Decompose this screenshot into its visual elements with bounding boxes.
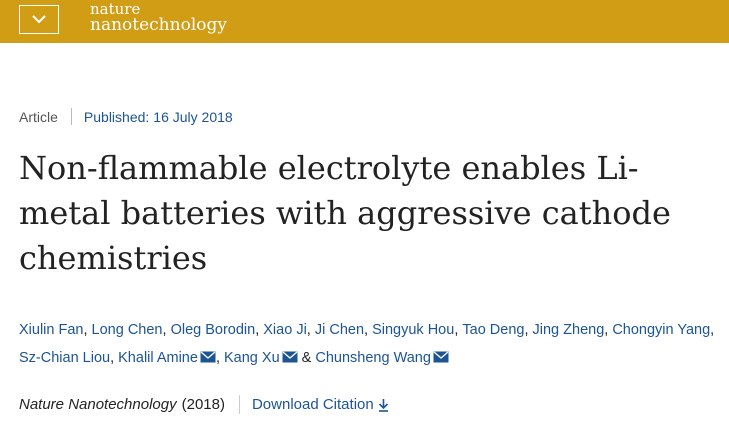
site-header: nature nanotechnology xyxy=(0,0,729,43)
author-item: Ji Chen, xyxy=(315,322,372,338)
author-list: Xiulin Fan, Long Chen, Oleg Borodin, Xia… xyxy=(19,316,719,372)
logo-line-nanotechnology: nanotechnology xyxy=(90,15,227,35)
author-item: Sz-Chian Liou, xyxy=(19,350,118,366)
download-citation-link[interactable]: Download Citation xyxy=(252,396,389,413)
author-item: Chunsheng Wang xyxy=(315,350,449,366)
author-name-link[interactable]: Jing Zheng xyxy=(532,322,605,338)
author-item: Xiulin Fan, xyxy=(19,322,92,338)
author-separator: & xyxy=(297,350,316,366)
author-item: Tao Deng, xyxy=(462,322,532,338)
email-icon[interactable] xyxy=(280,350,298,366)
author-separator: , xyxy=(162,322,171,338)
meta-divider xyxy=(70,108,72,125)
author-name-link[interactable]: Xiao Ji xyxy=(263,322,307,338)
menu-button[interactable] xyxy=(19,5,59,34)
author-separator: , xyxy=(110,350,119,366)
logo-line-nature: nature xyxy=(90,0,141,18)
author-item: Singyuk Hou, xyxy=(372,322,462,338)
author-item: Jing Zheng, xyxy=(533,322,613,338)
article-type: Article xyxy=(19,108,58,125)
author-item: Long Chen, xyxy=(92,322,171,338)
author-name-link[interactable]: Khalil Amine xyxy=(118,350,198,366)
author-separator: , xyxy=(306,322,315,338)
publication-year: (2018) xyxy=(181,396,225,413)
author-name-link[interactable]: Xiulin Fan xyxy=(19,322,84,338)
author-item: Kang Xu & xyxy=(224,350,315,366)
author-name-link[interactable]: Tao Deng xyxy=(462,322,525,338)
author-item: Khalil Amine, xyxy=(118,350,224,366)
author-separator: , xyxy=(215,350,224,366)
article-title: Non-flammable electrolyte enables Li-met… xyxy=(19,149,671,277)
author-name-link[interactable]: Chongyin Yang xyxy=(612,322,711,338)
author-name-link[interactable]: Long Chen xyxy=(91,322,163,338)
email-icon[interactable] xyxy=(431,350,449,366)
published-label: Published: xyxy=(83,108,150,125)
journal-name: Nature Nanotechnology xyxy=(19,396,177,413)
chevron-down-icon xyxy=(32,15,46,24)
author-separator: , xyxy=(710,322,715,338)
author-separator: , xyxy=(524,322,533,338)
author-item: Oleg Borodin, xyxy=(171,322,264,338)
author-separator: , xyxy=(83,322,92,338)
download-citation-label: Download Citation xyxy=(251,396,374,413)
author-name-link[interactable]: Kang Xu xyxy=(224,350,280,366)
citation-line: Nature Nanotechnology (2018) Download Ci… xyxy=(19,395,389,414)
author-separator: , xyxy=(454,322,463,338)
download-icon xyxy=(378,398,388,412)
journal-logo[interactable]: nature nanotechnology xyxy=(90,0,227,35)
email-icon[interactable] xyxy=(198,350,216,366)
author-item: Xiao Ji, xyxy=(263,322,315,338)
author-separator: , xyxy=(364,322,373,338)
citation-divider xyxy=(238,395,240,414)
published-date: 16 July 2018 xyxy=(153,108,233,125)
author-separator: , xyxy=(604,322,613,338)
author-name-link[interactable]: Oleg Borodin xyxy=(170,322,256,338)
author-name-link[interactable]: Singyuk Hou xyxy=(372,322,455,338)
author-separator: , xyxy=(255,322,264,338)
author-name-link[interactable]: Ji Chen xyxy=(314,322,365,338)
article-meta: Article Published: 16 July 2018 xyxy=(19,108,233,125)
author-item: Chongyin Yang, xyxy=(612,322,714,338)
author-name-link[interactable]: Chunsheng Wang xyxy=(315,350,431,366)
author-name-link[interactable]: Sz-Chian Liou xyxy=(19,350,111,366)
